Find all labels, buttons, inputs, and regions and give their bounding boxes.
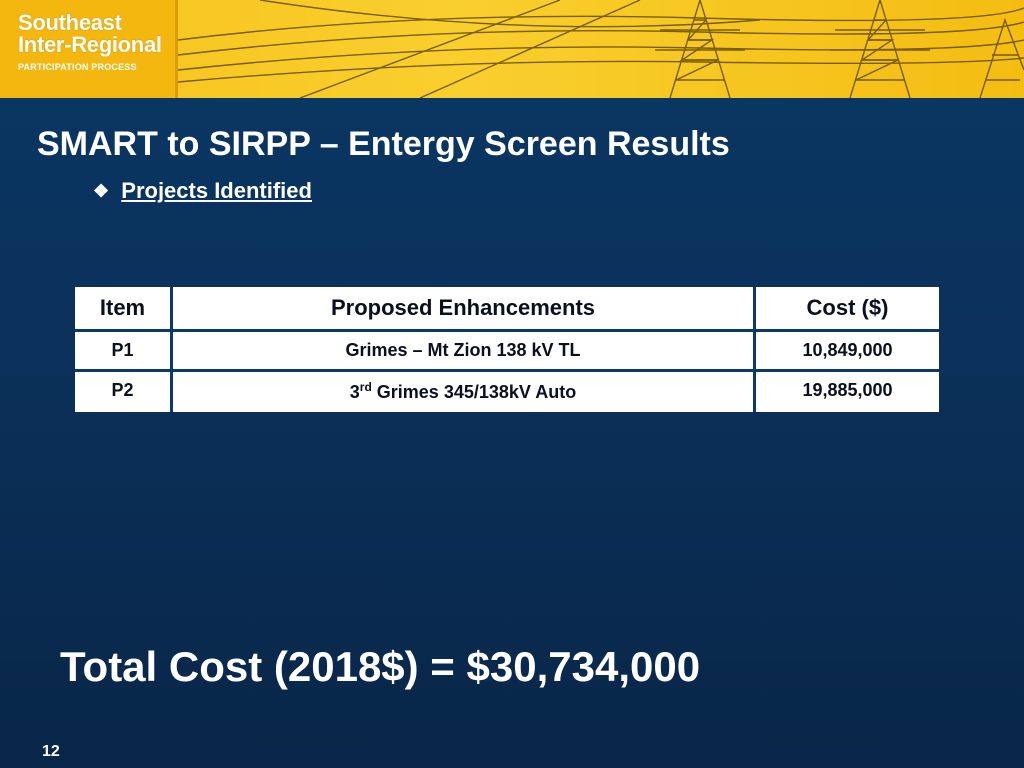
projects-identified-link[interactable]: Projects Identified bbox=[121, 178, 312, 203]
cell-enhancement: 3rd Grimes 345/138kV Auto bbox=[173, 372, 756, 412]
enhancement-number: 3 bbox=[349, 382, 360, 402]
table-header-row: Item Proposed Enhancements Cost ($) bbox=[75, 287, 939, 332]
enhancement-ordinal: rd bbox=[359, 380, 372, 394]
logo-line-participation: PARTICIPATION PROCESS bbox=[18, 62, 137, 72]
enhancement-text: Grimes 345/138kV Auto bbox=[371, 382, 577, 402]
cell-enhancement: Grimes – Mt Zion 138 kV TL bbox=[173, 332, 756, 372]
cell-cost: 19,885,000 bbox=[802, 380, 893, 400]
cell-item: P2 bbox=[75, 372, 173, 412]
diamond-bullet-icon: ❖ bbox=[93, 181, 110, 201]
header-banner: Southeast Inter-Regional PARTICIPATION P… bbox=[0, 0, 1024, 98]
header-item: Item bbox=[75, 287, 173, 332]
logo-line-southeast: Southeast bbox=[18, 10, 122, 35]
table-row: P2 3rd Grimes 345/138kV Auto 19,885,000 bbox=[75, 372, 939, 412]
power-lines-graphic bbox=[177, 0, 1024, 98]
projects-table: Item Proposed Enhancements Cost ($) P1 G… bbox=[75, 287, 939, 412]
header-cost: Cost ($) bbox=[756, 287, 939, 332]
page-number: 12 bbox=[42, 743, 60, 760]
table-row: P1 Grimes – Mt Zion 138 kV TL 10,849,000 bbox=[75, 332, 939, 372]
logo-line-inter-regional: Inter-Regional bbox=[18, 32, 162, 57]
total-cost: Total Cost (2018$) = $30,734,000 bbox=[60, 643, 701, 690]
header-proposed-enhancements: Proposed Enhancements bbox=[173, 287, 756, 332]
bullet-projects-identified: ❖ Projects Identified bbox=[93, 178, 312, 204]
logo: Southeast Inter-Regional PARTICIPATION P… bbox=[0, 0, 178, 98]
cell-item: P1 bbox=[75, 332, 173, 372]
slide-title: SMART to SIRPP – Entergy Screen Results bbox=[37, 125, 730, 163]
cell-cost: 10,849,000 bbox=[756, 332, 939, 372]
